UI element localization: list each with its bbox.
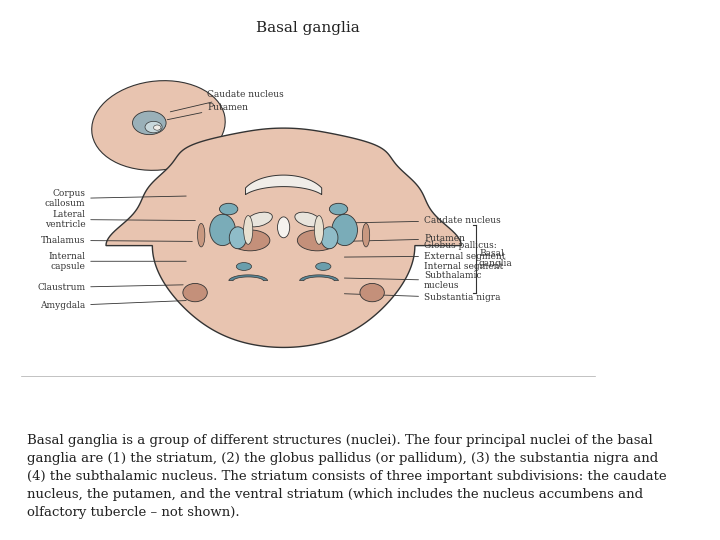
Polygon shape (300, 275, 338, 281)
Text: Basal
ganglia: Basal ganglia (479, 249, 513, 268)
Ellipse shape (246, 212, 272, 227)
Ellipse shape (236, 262, 251, 271)
Ellipse shape (315, 262, 331, 271)
Ellipse shape (362, 224, 369, 247)
Text: Basal ganglia: Basal ganglia (256, 21, 360, 35)
Ellipse shape (197, 224, 205, 247)
Ellipse shape (229, 227, 246, 249)
Text: Putamen: Putamen (167, 103, 248, 120)
Text: Caudate nucleus: Caudate nucleus (338, 216, 501, 225)
Text: Substantia nigra: Substantia nigra (344, 293, 500, 302)
Text: Globus pallicus:
External segment
Internal segment: Globus pallicus: External segment Intern… (344, 241, 505, 271)
Text: Claustrum: Claustrum (37, 283, 183, 292)
Ellipse shape (332, 214, 357, 246)
Ellipse shape (243, 215, 253, 244)
Text: Basal ganglia is a group of different structures (nuclei). The four principal nu: Basal ganglia is a group of different st… (27, 434, 667, 518)
Text: Subthalamic
nucleus: Subthalamic nucleus (344, 271, 482, 291)
Ellipse shape (321, 227, 338, 249)
Polygon shape (229, 275, 268, 281)
Ellipse shape (230, 230, 270, 251)
Ellipse shape (329, 203, 348, 215)
Ellipse shape (220, 203, 238, 215)
Ellipse shape (183, 284, 207, 302)
Ellipse shape (153, 125, 161, 130)
Polygon shape (106, 128, 462, 347)
Text: Lateral
ventricle: Lateral ventricle (45, 210, 195, 229)
Ellipse shape (210, 214, 235, 246)
Ellipse shape (295, 212, 321, 227)
Text: Putamen: Putamen (344, 234, 465, 244)
Text: Thalamus: Thalamus (41, 236, 192, 245)
Ellipse shape (277, 217, 289, 238)
Text: Internal
capsule: Internal capsule (48, 252, 186, 271)
Text: Amygdala: Amygdala (40, 301, 186, 310)
Ellipse shape (360, 284, 384, 302)
Ellipse shape (315, 215, 323, 244)
Ellipse shape (145, 122, 162, 133)
Ellipse shape (91, 80, 225, 170)
Text: Corpus
callosum: Corpus callosum (45, 189, 186, 208)
Ellipse shape (132, 111, 166, 134)
Text: Caudate nucleus: Caudate nucleus (171, 90, 284, 112)
Ellipse shape (297, 230, 337, 251)
Polygon shape (246, 175, 322, 194)
